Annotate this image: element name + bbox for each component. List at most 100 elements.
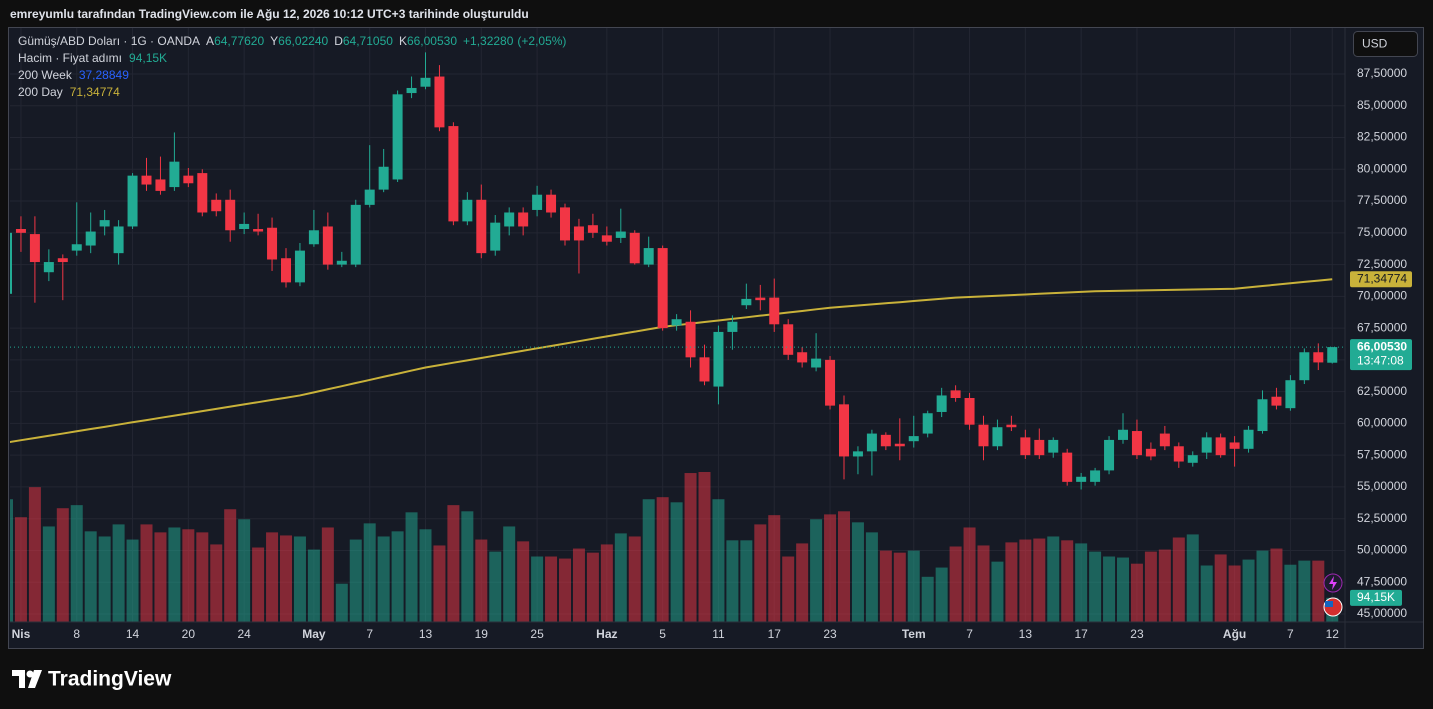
currency-label[interactable]: USD <box>1362 37 1388 51</box>
candle-body <box>1201 437 1212 453</box>
candle-body <box>950 390 961 398</box>
candle-body <box>1215 437 1226 456</box>
volume-bar <box>628 536 641 622</box>
y-tick-label: 45,00000 <box>1357 606 1407 620</box>
volume-bar <box>377 536 390 622</box>
flag-icon-canton <box>1325 601 1333 607</box>
candle-body <box>267 227 278 260</box>
volume-bar <box>503 526 516 622</box>
volume-bar <box>335 583 348 622</box>
legend-text: Hacim · Fiyat adımı <box>18 51 122 65</box>
candle-body <box>113 226 124 254</box>
candle-body <box>420 77 431 87</box>
last-price-label: 66,00530 <box>1357 339 1407 353</box>
legend-text: 94,15K <box>129 51 167 65</box>
volume-bar <box>14 517 27 622</box>
x-tick-label: 7 <box>1287 627 1294 641</box>
x-tick-label: 20 <box>182 627 196 641</box>
alert-icon-bolt <box>1329 576 1337 590</box>
volume-bar <box>1005 542 1018 622</box>
x-tick-label: Ağu <box>1223 627 1246 641</box>
y-tick-label: 80,00000 <box>1357 161 1407 175</box>
logo-mark <box>12 670 25 688</box>
candle-body <box>476 199 487 254</box>
indicator-icons <box>1323 573 1343 617</box>
candle-body <box>1271 396 1282 406</box>
candle-body <box>546 194 557 213</box>
x-tick-label: 17 <box>1074 627 1088 641</box>
candle-body <box>10 232 12 294</box>
candle-body <box>657 248 668 329</box>
x-tick-label: Haz <box>596 627 617 641</box>
last-price-tag <box>1350 339 1412 371</box>
y-tick-label: 87,50000 <box>1357 66 1407 80</box>
legend-text: (+2,05%) <box>517 34 566 48</box>
x-tick-label: 5 <box>659 627 666 641</box>
candle-body <box>490 222 501 251</box>
candle-body <box>587 225 598 233</box>
volume-bar <box>531 556 544 622</box>
x-tick-label: Tem <box>902 627 926 641</box>
header-text: emreyumlu tarafından TradingView.com ile… <box>10 7 529 21</box>
x-tick-label: 13 <box>1019 627 1033 641</box>
candle-body <box>1034 439 1045 456</box>
candle-body <box>462 199 473 222</box>
ma-price-label: 71,34774 <box>1357 271 1407 285</box>
candle-body <box>99 220 110 227</box>
volume-bar <box>10 499 13 622</box>
volume-bar <box>1033 538 1046 622</box>
currency-button-bg[interactable] <box>1353 31 1418 57</box>
volume-bar <box>893 552 906 622</box>
currency-button[interactable]: USD <box>1353 31 1418 57</box>
volume-bar <box>307 549 320 622</box>
logo-mark <box>28 670 42 688</box>
volume-bar <box>433 545 446 622</box>
candle-body <box>699 357 710 382</box>
candle-body <box>294 250 305 283</box>
y-tick-label: 70,00000 <box>1357 289 1407 303</box>
candle-body <box>797 352 808 363</box>
candle-body <box>629 232 640 264</box>
volume-bar <box>1214 554 1227 622</box>
volume-bar <box>698 472 711 622</box>
volume-bar <box>293 536 306 622</box>
candle-body <box>1299 352 1310 381</box>
volume-bar <box>559 558 571 622</box>
candle-body <box>1257 399 1268 432</box>
candle-body <box>615 231 626 238</box>
candle-body <box>1048 439 1059 453</box>
volume-bar <box>907 550 920 622</box>
volume-bar <box>196 532 209 622</box>
x-tick-label: 23 <box>1130 627 1144 641</box>
candle-body <box>1229 442 1240 449</box>
candle-body <box>532 194 543 210</box>
legend-text: Y <box>270 34 278 48</box>
candle-body <box>1062 452 1073 482</box>
candle-body <box>364 189 375 205</box>
volume-bar <box>489 551 502 622</box>
volume-bar <box>210 544 223 622</box>
candle-body <box>225 199 236 231</box>
candle-body <box>155 179 166 191</box>
volume-bar <box>991 561 1004 622</box>
candle-body <box>964 397 975 425</box>
candle-body <box>1285 380 1296 409</box>
candle-body <box>1020 437 1031 456</box>
volume-bar <box>405 512 418 622</box>
volume-bar <box>1117 557 1129 622</box>
volume-bar <box>586 552 599 622</box>
volume-bar <box>475 539 488 622</box>
candle-body <box>434 76 445 128</box>
volume-bar <box>572 548 585 622</box>
y-tick-label: 50,00000 <box>1357 543 1407 557</box>
volume-bar <box>391 531 404 622</box>
candle-body <box>1187 455 1198 463</box>
volume-bar <box>70 505 83 622</box>
y-tick-label: 82,50000 <box>1357 130 1407 144</box>
volume-bar <box>838 511 850 622</box>
volume-bar <box>949 546 962 622</box>
volume-bar <box>140 524 153 622</box>
candle-body <box>671 319 682 326</box>
candle-body <box>1159 433 1170 447</box>
